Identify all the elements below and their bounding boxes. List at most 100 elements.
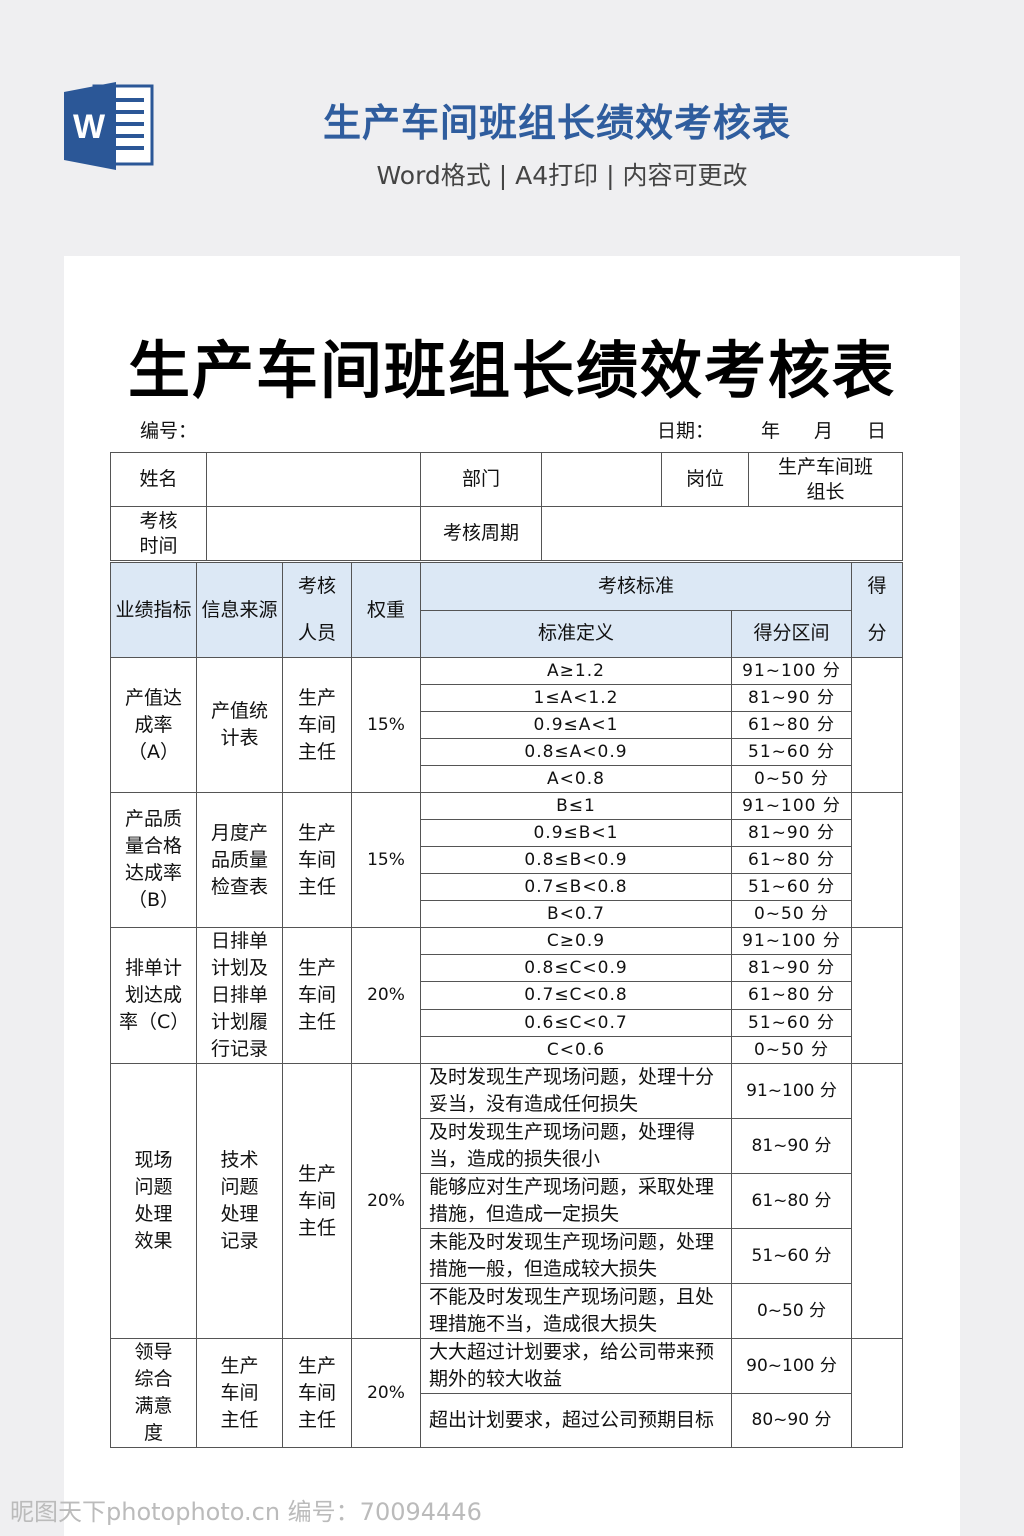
definition-cell: 0.9≤A<1 [420,711,732,739]
table-row: 0.8≤C<0.9 81~90 分 [111,954,903,983]
banner-title: 生产车间班组长绩效考核表 [322,101,791,145]
table-row: 0.9≤B<1 81~90 分 [111,819,903,847]
table-row: 不能及时发现生产现场问题，且处理措施不当，造成很大损失 0~50 分 [111,1283,903,1339]
definition-cell: 能够应对生产现场问题，采取处理措施，但造成一定损失 [420,1173,732,1229]
range-cell: 51~60 分 [730,738,853,766]
word-document-icon: W [64,82,154,170]
definition-cell: 0.9≤B<1 [420,819,732,847]
date-label: 日期： [657,420,715,442]
header-indicator: 业绩指标 [110,562,197,658]
table-row: 产值达成率（A） 产值统计表 生产车间主任 15% A≥1.2 91~100 分 [110,657,904,793]
definition-cell: 不能及时发现生产现场问题，且处理措施不当，造成很大损失 [420,1283,732,1339]
header-definition: 标准定义 [420,609,732,658]
definition-cell: 大大超过计划要求，给公司带来预期外的较大收益 [420,1338,732,1394]
info-table: 姓名 部门 岗位 生产车间班组长 考核时间 考核周期 [110,452,903,561]
range-cell: 81~90 分 [730,1118,853,1174]
weight-cell: 20% [351,927,421,1064]
definition-cell: B<0.7 [420,900,732,928]
header-range: 得分区间 [730,609,853,658]
day-label: 日 [867,420,887,442]
month-label: 月 [814,420,834,442]
name-field[interactable] [206,452,421,507]
range-cell: 51~60 分 [730,873,853,901]
table-row: 0.7≤C<0.8 61~80 分 [111,981,903,1010]
range-cell: 81~90 分 [730,819,853,847]
table-row: 领导综合满意度 生产车间主任 生产车间主任 20% 大大超过计划要求，给公司带来预期外的… [110,1338,904,1448]
table-row: 0.7≤B<0.8 51~60 分 [111,873,903,901]
range-cell: 81~90 分 [730,684,853,712]
header-weight: 权重 [351,562,421,658]
indicator-cell: 产品质量合格达成率（B） [110,792,197,928]
range-cell: 91~100 分 [730,657,853,685]
range-cell: 61~80 分 [730,1173,853,1229]
svg-text:W: W [73,108,106,146]
source-cell: 产值统计表 [196,657,283,793]
assessor-cell: 生产车间主任 [282,792,352,928]
period-field[interactable] [541,506,903,561]
score-field[interactable] [851,1063,904,1339]
year-label: 年 [761,420,781,442]
source-cell: 技术问题处理记录 [196,1063,283,1339]
weight-cell: 15% [351,792,421,928]
table-row: C<0.6 0~50 分 [111,1035,903,1065]
dept-label: 部门 [420,452,542,507]
definition-cell: 0.6≤C<0.7 [420,1008,732,1037]
definition-cell: 0.8≤C<0.9 [420,954,732,983]
range-cell: 51~60 分 [730,1008,853,1037]
definition-cell: C<0.6 [420,1035,732,1065]
assessor-cell: 生产车间主任 [282,1338,352,1448]
score-field[interactable] [851,657,904,793]
position-label: 岗位 [661,452,749,507]
table-row: 产品质量合格达成率（B） 月度产品质量检查表 生产车间主任 15% B≤1 91~100 … [110,792,904,928]
definition-cell: 0.7≤B<0.8 [420,873,732,901]
table-row: 1≤A<1.2 81~90 分 [111,684,903,712]
range-cell: 0~50 分 [730,765,853,793]
table-row: 超出计划要求，超过公司预期目标 80~90 分 [111,1393,903,1448]
score-field[interactable] [851,792,904,928]
table-row: 排单计划达成率（C） 日排单计划及日排单计划履行记录 生产车间主任 20% C≥0.9 9… [110,926,904,1064]
period-label: 考核周期 [420,506,542,561]
definition-cell: 及时发现生产现场问题，处理十分妥当，没有造成任何损失 [420,1063,732,1119]
indicator-cell: 领导综合满意度 [110,1338,197,1448]
header-score: 得分 [851,562,904,658]
score-field[interactable] [851,1338,904,1448]
definition-cell: 0.7≤C<0.8 [420,981,732,1010]
assessor-cell: 生产车间主任 [282,927,352,1064]
range-cell: 61~80 分 [730,981,853,1010]
dept-field[interactable] [541,452,662,507]
range-cell: 61~80 分 [730,711,853,739]
weight-cell: 15% [351,657,421,793]
indicator-cell: 现场问题处理效果 [110,1063,197,1339]
range-cell: 0~50 分 [730,900,853,928]
range-cell: 61~80 分 [730,846,853,874]
definition-cell: 1≤A<1.2 [420,684,732,712]
time-label: 考核时间 [110,506,207,561]
table-row: 0.9≤A<1 61~80 分 [111,711,903,739]
range-cell: 91~100 分 [730,792,853,820]
banner-subtitle: Word格式 | A4打印 | 内容可更改 [376,161,748,190]
document-title: 生产车间班组长绩效考核表 [127,334,896,407]
position-value: 生产车间班组长 [748,452,903,507]
indicator-cell: 产值达成率（A） [110,657,197,793]
assessment-table: 业绩指标 信息来源 考核人员 权重 考核标准 得分 标准定义 得分区间 产值达成… [110,562,904,1448]
range-cell: 0~50 分 [730,1283,853,1339]
definition-cell: A≥1.2 [420,657,732,685]
range-cell: 90~100 分 [730,1338,853,1394]
table-row: A<0.8 0~50 分 [111,765,903,793]
range-cell: 91~100 分 [730,926,853,956]
source-cell: 日排单计划及日排单计划履行记录 [196,927,283,1064]
definition-cell: 及时发现生产现场问题，处理得当，造成的损失很小 [420,1118,732,1174]
definition-cell: 0.8≤B<0.9 [420,846,732,874]
source-cell: 生产车间主任 [196,1338,283,1448]
watermark: 昵图天下photophoto.cn 编号：70094446 [10,1498,482,1526]
indicator-cell: 排单计划达成率（C） [110,927,197,1064]
assessor-cell: 生产车间主任 [282,1063,352,1339]
table-row: 0.8≤B<0.9 61~80 分 [111,846,903,874]
range-cell: 80~90 分 [730,1393,853,1448]
table-row: 现场问题处理效果 技术问题处理记录 生产车间主任 20% 及时发现生产现场问题，处理十分… [110,1063,904,1339]
table-row: 及时发现生产现场问题，处理得当，造成的损失很小 81~90 分 [111,1118,903,1174]
score-field[interactable] [851,927,904,1064]
number-label: 编号： [140,420,198,442]
weight-cell: 20% [351,1063,421,1339]
time-field[interactable] [206,506,421,561]
